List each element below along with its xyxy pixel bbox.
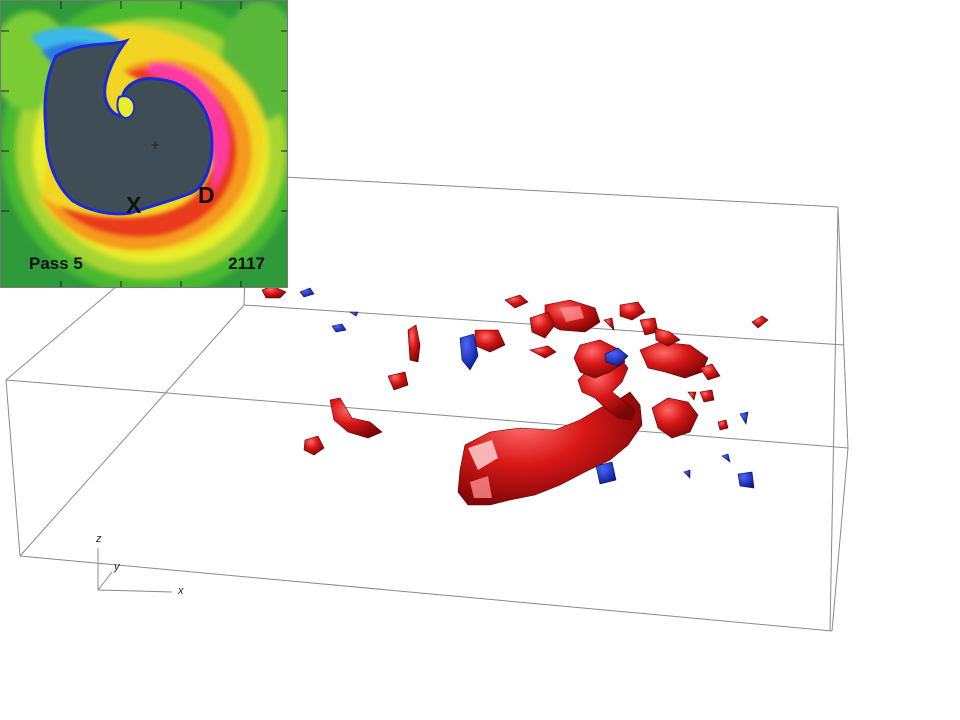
main-vortex-body bbox=[457, 391, 643, 506]
axis-label-z: z bbox=[95, 533, 102, 545]
marker-x: X bbox=[126, 192, 142, 218]
axis-label-y: y bbox=[113, 561, 121, 573]
axis-triad: z y x bbox=[95, 533, 184, 597]
blob-left bbox=[329, 397, 383, 439]
blob-right-cluster bbox=[639, 341, 709, 379]
vorticity-field-map bbox=[1, 1, 287, 287]
pass-label: Pass 5 bbox=[29, 254, 83, 273]
axis-label-x: x bbox=[177, 585, 184, 597]
marker-d: D bbox=[198, 182, 215, 208]
vorticity-inset: Pass 5 2117 X D bbox=[0, 0, 288, 288]
vortex-core bbox=[43, 38, 214, 216]
vortex-top-ring bbox=[573, 339, 626, 379]
positive-isosurface bbox=[261, 285, 769, 506]
negative-isosurface bbox=[299, 287, 755, 489]
frame-number: 2117 bbox=[228, 254, 265, 273]
